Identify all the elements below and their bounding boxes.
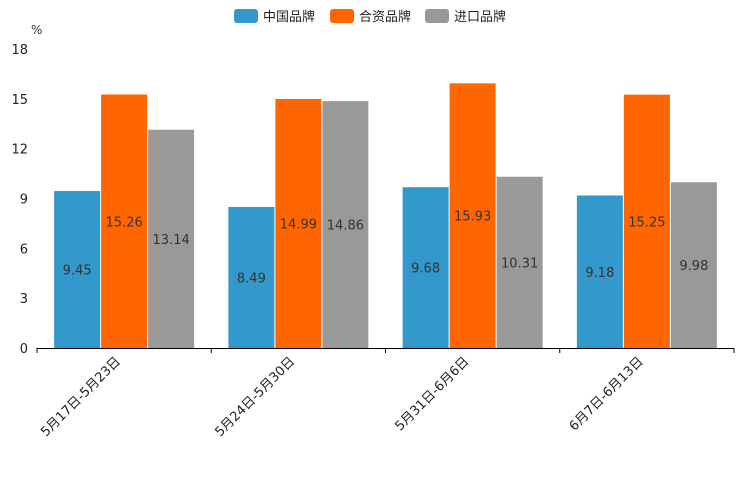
- bar-value-label: 15.93: [454, 210, 491, 225]
- bar: [623, 94, 670, 348]
- bar-value-label: 9.68: [411, 262, 440, 277]
- y-tick-label: 15: [11, 93, 28, 108]
- bar: [54, 191, 101, 348]
- y-tick-label: 3: [20, 292, 28, 307]
- legend-swatch: [425, 9, 449, 23]
- bars: 9.45 15.26 13.14 8.49 14.99 14.86 9.68 15.93 10.…: [54, 83, 717, 349]
- x-category-label: 5月31日-6月6日: [393, 354, 473, 434]
- bar-value-label: 15.25: [628, 215, 665, 230]
- y-axis-unit-label: %: [31, 23, 42, 37]
- bar: [322, 101, 369, 348]
- legend-swatch: [330, 9, 354, 23]
- bar: [576, 195, 623, 348]
- bar-value-label: 14.99: [280, 217, 317, 232]
- y-tick-label: 6: [20, 242, 28, 257]
- bar-value-label: 9.45: [63, 264, 92, 279]
- legend: 中国品牌 合资品牌 进口品牌: [234, 9, 506, 25]
- bar: [449, 83, 496, 348]
- bar: [101, 94, 148, 349]
- legend-label: 进口品牌: [454, 9, 506, 25]
- y-tick-label: 9: [20, 193, 28, 208]
- x-category-label: 5月24日-5月30日: [212, 354, 298, 440]
- bar-value-label: 10.31: [501, 256, 538, 271]
- bar-value-label: 8.49: [237, 271, 266, 286]
- bar: [148, 129, 195, 348]
- legend-label: 合资品牌: [359, 9, 411, 25]
- x-category-label: 6月7日-6月13日: [567, 354, 647, 434]
- bar-value-label: 15.26: [106, 215, 143, 230]
- bar: [228, 206, 275, 348]
- bar: [275, 98, 322, 348]
- bar: [670, 182, 717, 348]
- y-tick-label: 18: [11, 43, 28, 58]
- bar-value-label: 14.86: [327, 219, 364, 234]
- legend-label: 中国品牌: [263, 9, 315, 25]
- bar-value-label: 13.14: [153, 233, 190, 248]
- bar-value-label: 9.18: [585, 266, 614, 281]
- legend-swatch: [234, 9, 258, 23]
- bar: [402, 187, 449, 348]
- y-axis: 0 3 6 9 12 15 18: [11, 43, 28, 357]
- x-category-label: 5月17日-5月23日: [38, 354, 124, 440]
- y-tick-label: 12: [11, 143, 28, 158]
- y-tick-label: 0: [20, 342, 28, 357]
- x-axis: 5月17日-5月23日 5月24日-5月30日 5月31日-6月6日 6月7日-6月1…: [36, 348, 735, 440]
- bar: [496, 176, 543, 348]
- bar-value-label: 9.98: [679, 259, 708, 274]
